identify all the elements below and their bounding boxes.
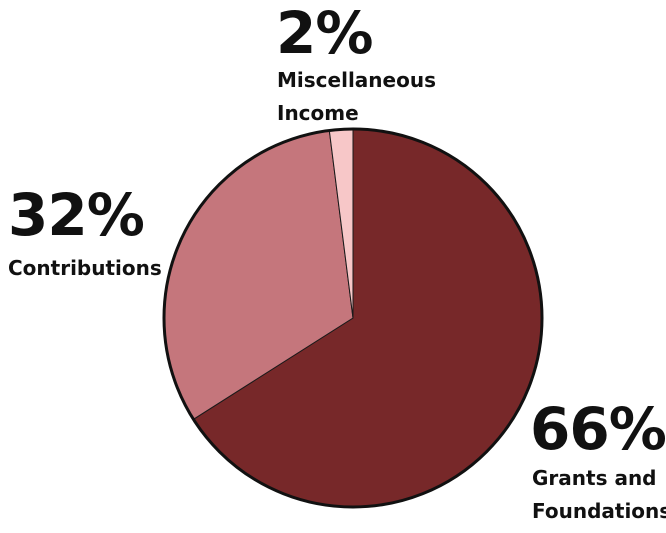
pie-outline — [162, 127, 544, 509]
slice-label-grants: Grants and Foundations — [532, 466, 666, 523]
percent-label-grants: 66% — [530, 395, 666, 463]
slice-label-contributions: Contributions — [8, 256, 162, 280]
percent-label-contributions: 32% — [8, 181, 145, 249]
percent-label-miscellaneous: 2% — [276, 0, 373, 67]
slice-label-miscellaneous: Miscellaneous Income — [277, 68, 436, 125]
